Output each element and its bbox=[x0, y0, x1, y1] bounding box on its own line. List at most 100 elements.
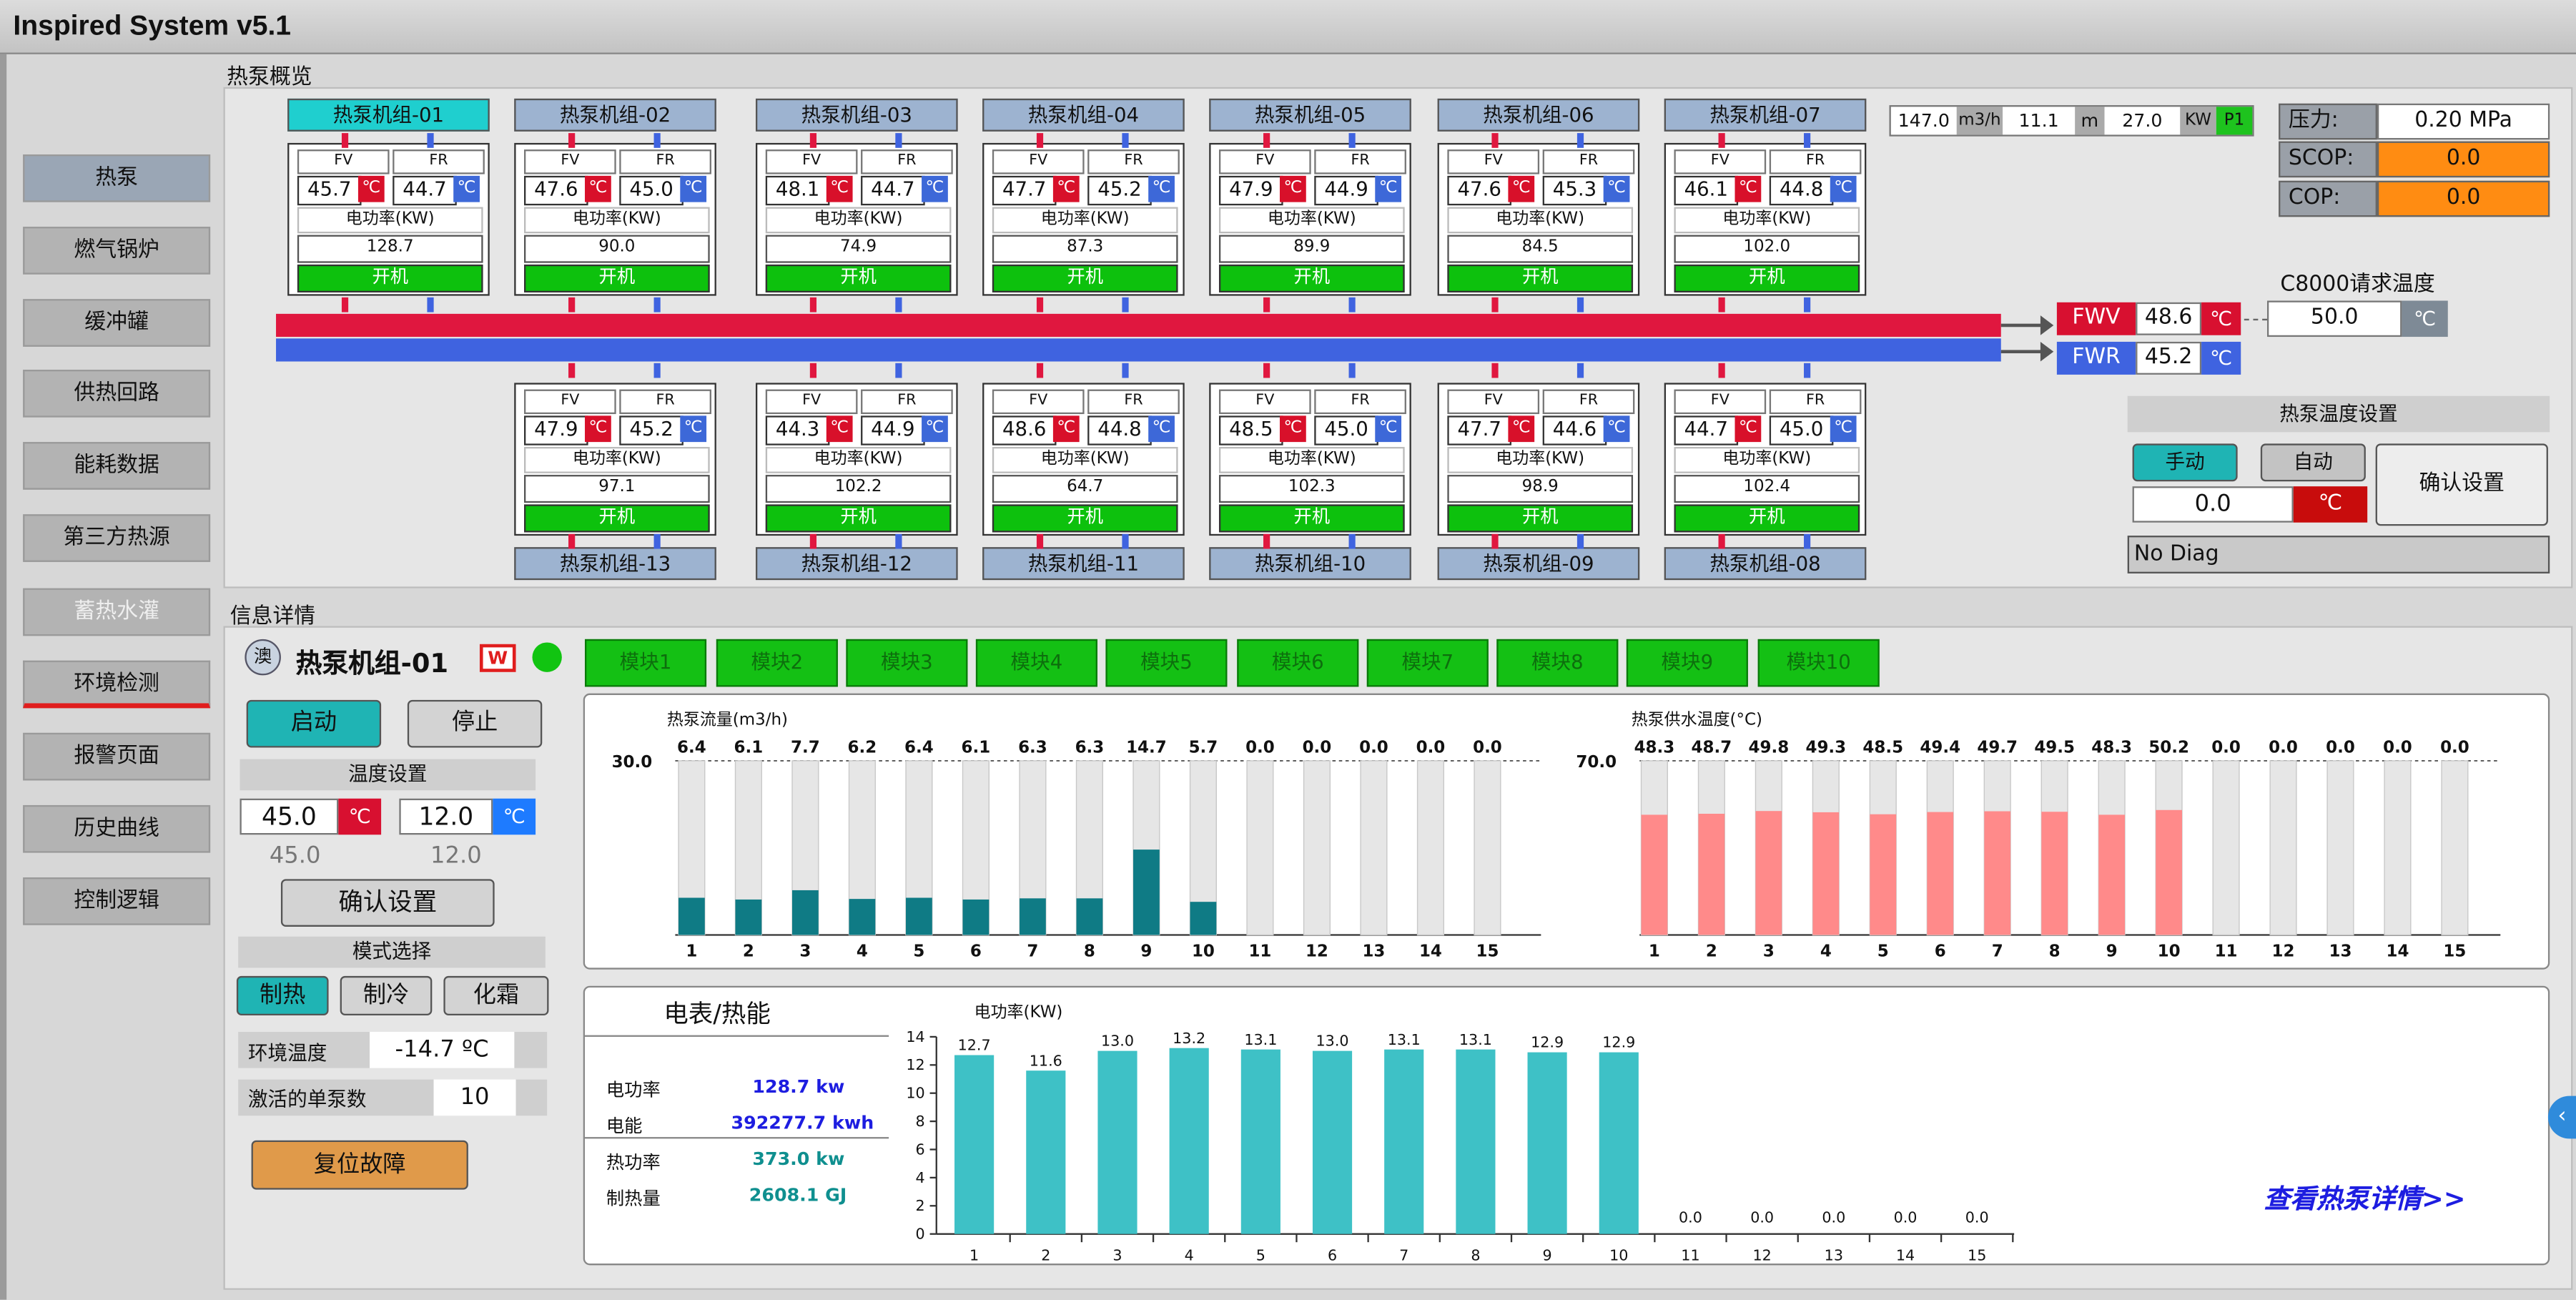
module-tab-2[interactable]: 模块2 bbox=[716, 639, 838, 687]
category-label: 15 bbox=[1968, 1246, 1986, 1264]
header-connector-red bbox=[1036, 533, 1044, 549]
unit-box[interactable]: FV FR 48.6 ℃ 44.8 ℃ 电功率(KW) 64.7 开机 bbox=[982, 383, 1185, 536]
hp-confirm-button[interactable]: 确认设置 bbox=[2375, 443, 2548, 526]
unit-header[interactable]: 热泵机组-13 bbox=[514, 547, 716, 581]
unit-box[interactable]: FV FR 44.3 ℃ 44.9 ℃ 电功率(KW) 102.2 开机 bbox=[756, 383, 958, 536]
unit-header[interactable]: 热泵机组-06 bbox=[1437, 98, 1640, 132]
unit-header[interactable]: 热泵机组-12 bbox=[756, 547, 958, 581]
run-status[interactable]: 开机 bbox=[1674, 264, 1860, 293]
mode-defrost-button[interactable]: 化霜 bbox=[443, 975, 549, 1016]
power-label: 电功率(KW) bbox=[765, 447, 952, 473]
active-pumps-value: 10 bbox=[433, 1079, 516, 1116]
unit-box[interactable]: FV FR 45.7 ℃ 44.7 ℃ 电功率(KW) 128.7 开机 bbox=[287, 142, 490, 296]
run-status[interactable]: 开机 bbox=[765, 264, 952, 293]
nav-item-7[interactable]: 蓄热水灌 bbox=[23, 588, 211, 636]
fr-value: 44.6 bbox=[1542, 415, 1607, 445]
unit-header[interactable]: 热泵机组-01 bbox=[287, 98, 490, 132]
mode-cool-button[interactable]: 制冷 bbox=[340, 975, 433, 1016]
run-status[interactable]: 开机 bbox=[1218, 504, 1405, 533]
module-tab-7[interactable]: 模块7 bbox=[1366, 639, 1489, 687]
value-label: 13.1 bbox=[1388, 1031, 1421, 1048]
run-status[interactable]: 开机 bbox=[1218, 264, 1405, 293]
reset-fault-button[interactable]: 复位故障 bbox=[251, 1140, 468, 1190]
unit-header[interactable]: 热泵机组-08 bbox=[1664, 547, 1867, 581]
category-label: 2 bbox=[743, 942, 754, 960]
header-connector-red bbox=[568, 133, 576, 148]
value-label: 48.3 bbox=[1634, 738, 1675, 757]
unit-box[interactable]: FV FR 47.9 ℃ 45.2 ℃ 电功率(KW) 97.1 开机 bbox=[514, 383, 716, 536]
module-tab-3[interactable]: 模块3 bbox=[846, 639, 968, 687]
module-tab-6[interactable]: 模块6 bbox=[1237, 639, 1359, 687]
run-status[interactable]: 开机 bbox=[1447, 504, 1634, 533]
start-button[interactable]: 启动 bbox=[246, 699, 382, 748]
fv-value: 48.6 bbox=[992, 415, 1057, 445]
hp-temp-input[interactable]: 0.0 bbox=[2132, 486, 2294, 523]
nav-item-4[interactable]: 供热回路 bbox=[23, 370, 211, 418]
run-status[interactable]: 开机 bbox=[524, 504, 710, 533]
run-status[interactable]: 开机 bbox=[297, 264, 483, 293]
meter-divider-mid bbox=[585, 1137, 889, 1139]
supply-connector bbox=[1718, 363, 1725, 378]
chart-title: 热泵供水温度(°C) bbox=[1632, 710, 1762, 729]
fr-label: FR bbox=[1769, 149, 1862, 174]
unit-header[interactable]: 热泵机组-07 bbox=[1664, 98, 1867, 132]
unit-header[interactable]: 热泵机组-10 bbox=[1209, 547, 1411, 581]
nav-item-8[interactable]: 环境检测 bbox=[23, 660, 211, 709]
unit-box[interactable]: FV FR 47.9 ℃ 44.9 ℃ 电功率(KW) 89.9 开机 bbox=[1209, 142, 1411, 296]
category-label: 3 bbox=[1112, 1246, 1122, 1264]
unit-header[interactable]: 热泵机组-09 bbox=[1437, 547, 1640, 581]
unit-box[interactable]: FV FR 44.7 ℃ 45.0 ℃ 电功率(KW) 102.4 开机 bbox=[1664, 383, 1867, 536]
value-label: 49.3 bbox=[1805, 738, 1846, 757]
module-tab-5[interactable]: 模块5 bbox=[1105, 639, 1228, 687]
nav-item-3[interactable]: 缓冲罐 bbox=[23, 299, 211, 347]
module-tab-10[interactable]: 模块10 bbox=[1757, 639, 1880, 687]
unit-box[interactable]: FV FR 47.7 ℃ 45.2 ℃ 电功率(KW) 87.3 开机 bbox=[982, 142, 1185, 296]
run-status[interactable]: 开机 bbox=[992, 504, 1178, 533]
unit-header[interactable]: 热泵机组-02 bbox=[514, 98, 716, 132]
unit-box[interactable]: FV FR 47.6 ℃ 45.3 ℃ 电功率(KW) 84.5 开机 bbox=[1437, 142, 1640, 296]
return-temp-input[interactable]: 12.0 bbox=[399, 798, 493, 835]
nav-item-11[interactable]: 控制逻辑 bbox=[23, 877, 211, 925]
run-status[interactable]: 开机 bbox=[1674, 504, 1860, 533]
mode-heat-button[interactable]: 制热 bbox=[236, 975, 329, 1016]
return-temp-actual: 12.0 bbox=[430, 842, 482, 870]
module-tab-9[interactable]: 模块9 bbox=[1626, 639, 1748, 687]
module-tab-4[interactable]: 模块4 bbox=[975, 639, 1097, 687]
stop-button[interactable]: 停止 bbox=[407, 699, 543, 748]
unit-box[interactable]: FV FR 47.7 ℃ 44.6 ℃ 电功率(KW) 98.9 开机 bbox=[1437, 383, 1640, 536]
temp-confirm-button[interactable]: 确认设置 bbox=[280, 879, 495, 927]
bar bbox=[1097, 1050, 1138, 1234]
unit-box[interactable]: FV FR 48.5 ℃ 45.0 ℃ 电功率(KW) 102.3 开机 bbox=[1209, 383, 1411, 536]
run-status[interactable]: 开机 bbox=[765, 504, 952, 533]
manual-button[interactable]: 手动 bbox=[2132, 443, 2238, 482]
unit-box[interactable]: FV FR 47.6 ℃ 45.0 ℃ 电功率(KW) 90.0 开机 bbox=[514, 142, 716, 296]
supply-connector bbox=[1036, 297, 1044, 312]
module-tab-1[interactable]: 模块1 bbox=[585, 639, 707, 687]
nav-item-6[interactable]: 第三方热源 bbox=[23, 514, 211, 562]
auto-button[interactable]: 自动 bbox=[2260, 443, 2366, 482]
nav-item-1[interactable]: 热泵 bbox=[23, 154, 211, 202]
nav-item-5[interactable]: 能耗数据 bbox=[23, 442, 211, 490]
nav-item-9[interactable]: 报警页面 bbox=[23, 732, 211, 781]
unit-header[interactable]: 热泵机组-03 bbox=[756, 98, 958, 132]
view-details-link[interactable]: 查看热泵详情>> bbox=[2264, 1183, 2466, 1215]
run-status[interactable]: 开机 bbox=[524, 264, 710, 293]
nav-item-10[interactable]: 历史曲线 bbox=[23, 804, 211, 853]
fr-label: FR bbox=[1542, 149, 1635, 174]
category-label: 13 bbox=[2329, 942, 2352, 960]
unit-box[interactable]: FV FR 46.1 ℃ 44.8 ℃ 电功率(KW) 102.0 开机 bbox=[1664, 142, 1867, 296]
module-tab-8[interactable]: 模块8 bbox=[1496, 639, 1619, 687]
y-tick-label: 4 bbox=[916, 1169, 925, 1186]
nav-item-2[interactable]: 燃气锅炉 bbox=[23, 227, 211, 275]
unit-box[interactable]: FV FR 48.1 ℃ 44.7 ℃ 电功率(KW) 74.9 开机 bbox=[756, 142, 958, 296]
c8000-unit: ℃ bbox=[2402, 300, 2448, 338]
run-status[interactable]: 开机 bbox=[992, 264, 1178, 293]
power-value: 74.9 bbox=[765, 235, 952, 263]
supply-temp-input[interactable]: 45.0 bbox=[240, 798, 339, 835]
unit-header[interactable]: 热泵机组-05 bbox=[1209, 98, 1411, 132]
unit-header[interactable]: 热泵机组-11 bbox=[982, 547, 1185, 581]
fv-value: 47.9 bbox=[524, 415, 588, 445]
meter-label-heat-power: 热功率 bbox=[606, 1151, 661, 1173]
run-status[interactable]: 开机 bbox=[1447, 264, 1634, 293]
unit-header[interactable]: 热泵机组-04 bbox=[982, 98, 1185, 132]
